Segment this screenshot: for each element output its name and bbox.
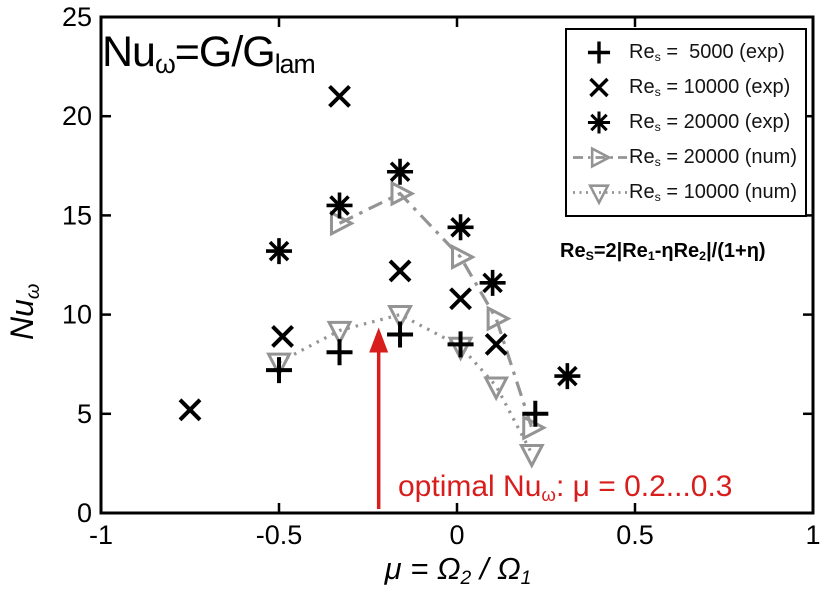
formula-sub-S: S (585, 249, 594, 264)
triangle-right-marker (329, 210, 355, 237)
y-axis-label: Nuω (4, 283, 44, 340)
triangle-down-marker (483, 376, 510, 402)
series-line-num (338, 191, 534, 429)
y-tick-label: 15 (62, 200, 92, 230)
y-tick-label: 0 (77, 498, 92, 528)
y-tick-label: 5 (77, 399, 92, 429)
legend-item: Res = 10000 (num) (571, 176, 805, 209)
plus-marker (387, 321, 414, 348)
triangle-right-marker (486, 305, 512, 332)
plus-marker (587, 41, 611, 64)
title-text-2: =G/G (174, 28, 276, 76)
legend-item: Res = 5000 (exp) (571, 36, 805, 69)
x-tick-label: 0.5 (616, 520, 654, 550)
red-arrow-head (369, 327, 389, 353)
x-marker (178, 398, 202, 422)
x-icon (589, 77, 609, 98)
title-subscript-lam: lam (274, 49, 316, 80)
legend: Res = 5000 (exp) Res = 10000 (exp) Res = 2… (565, 28, 807, 217)
optimal-annotation: optimal Nuω: μ = 0.2...0.3 (398, 470, 733, 506)
formula-text-3: -ηRe (654, 240, 700, 262)
legend-item: Res = 20000 (exp) (571, 106, 805, 139)
series-line-num (278, 312, 534, 455)
asterisk-marker (389, 161, 411, 183)
triangle-right-icon (573, 146, 627, 169)
legend-label: Res = 20000 (num) (629, 146, 797, 170)
plus-marker (326, 339, 353, 366)
triangle-down-marker (326, 320, 353, 346)
optimal-text-2: : μ = 0.2...0.3 (555, 470, 733, 503)
optimal-subscript-omega: ω (541, 484, 556, 506)
x-label-subscript-1: 1 (520, 568, 532, 590)
x-marker (328, 84, 351, 108)
triangle-right-marker (590, 146, 612, 169)
x-marker (449, 287, 472, 311)
triangle-down-marker (266, 352, 292, 378)
x-tick-label: 0 (449, 520, 464, 550)
triangle-down-marker (387, 305, 413, 330)
x-marker (271, 325, 294, 348)
triangle-down-icon (573, 184, 627, 206)
x-tick-label: -0.5 (256, 520, 303, 550)
asterisk-marker (557, 365, 578, 387)
reynolds-formula-annotation: ReS=2|Re1-ηRe2|/(1+η) (560, 240, 766, 263)
formula-text: Re (560, 240, 586, 262)
triangle-right-marker (451, 244, 476, 270)
asterisk-marker (482, 272, 503, 294)
asterisk-marker (590, 113, 608, 132)
title-text: Nu (102, 28, 156, 76)
x-label-subscript-2: 2 (460, 568, 472, 590)
x-marker (589, 77, 609, 98)
y-label-subscript: ω (21, 283, 44, 300)
plus-marker (522, 400, 549, 427)
legend-item: Res = 10000 (exp) (571, 71, 805, 104)
formula-text-2: =2|Re (593, 240, 648, 262)
y-tick-label: 20 (62, 101, 92, 131)
plus-marker (447, 331, 474, 358)
legend-label: Res = 10000 (num) (629, 181, 797, 205)
legend-label: Res = 20000 (exp) (629, 111, 791, 135)
y-tick-label: 25 (62, 2, 92, 32)
triangle-down-marker (518, 443, 545, 469)
asterisk-marker (268, 240, 290, 262)
x-label-text-2: / Ω (471, 551, 521, 586)
plus-marker (266, 357, 292, 384)
x-axis-label: μ = Ω2 / Ω1 (120, 551, 796, 590)
x-marker (484, 332, 508, 356)
legend-label: Res = 5000 (exp) (629, 41, 785, 65)
optimal-text: optimal Nu (398, 470, 542, 503)
x-label-text: μ = Ω (384, 551, 461, 586)
y-label-text: Nu (4, 299, 40, 340)
asterisk-marker (450, 217, 471, 238)
x-tick-label: -1 (89, 520, 113, 550)
y-tick-label: 10 (62, 300, 92, 330)
x-marker (388, 259, 412, 283)
plus-icon (587, 41, 611, 64)
triangle-right-marker (390, 180, 416, 207)
asterisk-icon (587, 111, 611, 134)
title-subscript-omega: ω (154, 49, 176, 80)
x-tick-label: 1 (805, 520, 820, 550)
plot-box (99, 15, 815, 515)
formula-sub-1: 1 (647, 249, 655, 264)
formula-sub-2: 2 (699, 249, 707, 264)
triangle-down-marker (588, 184, 610, 206)
chart-title: Nuω=G/Glam (102, 28, 316, 80)
legend-label: Res = 10000 (exp) (629, 76, 791, 100)
asterisk-marker (329, 195, 350, 216)
formula-text-4: |/(1+η) (706, 240, 766, 262)
legend-item: Res = 20000 (num) (571, 141, 805, 174)
